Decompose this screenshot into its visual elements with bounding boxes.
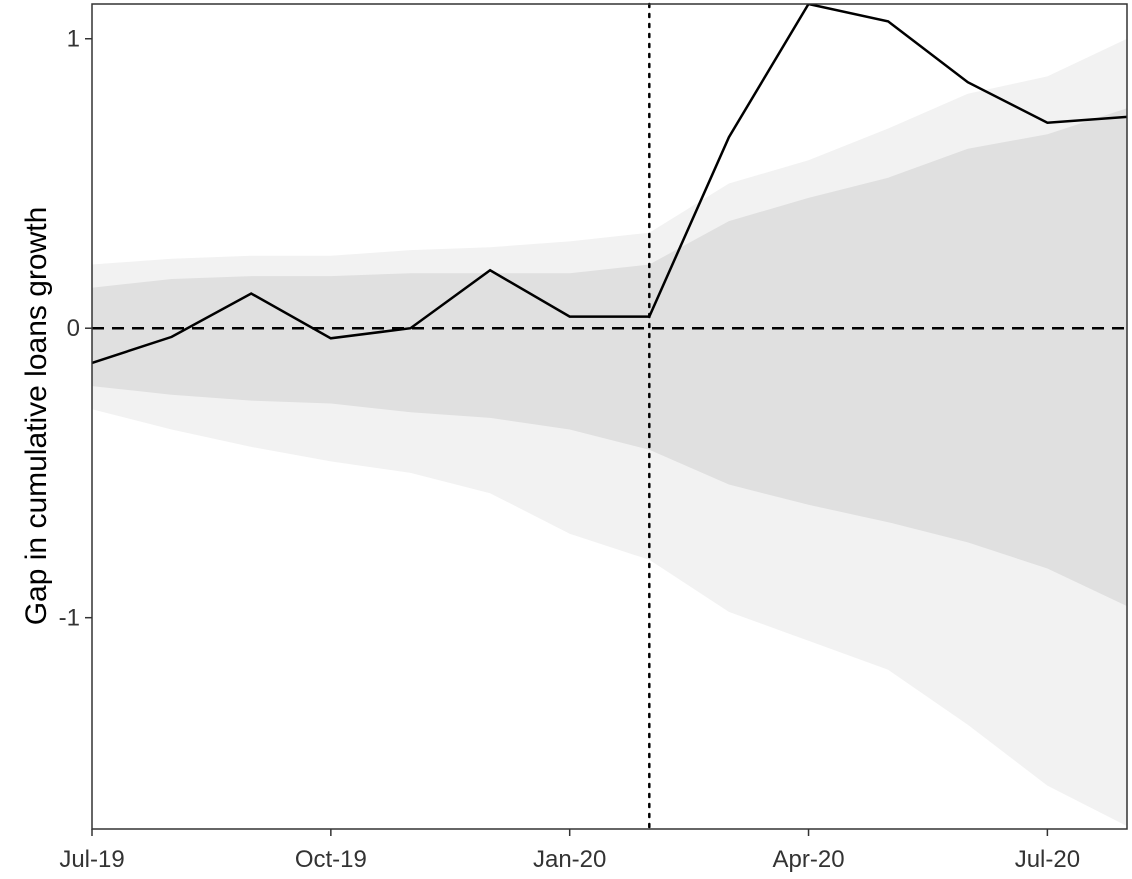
panel-border xyxy=(91,3,1128,830)
reference-lines xyxy=(92,2,1127,831)
series-line-1 xyxy=(92,4,1127,365)
axes: 1 0 -1 Jul-19 Oct-19 Jan-20 Apr-20 Jul-20 xyxy=(59,3,1128,873)
x-tick-label: Oct-19 xyxy=(295,846,367,873)
y-axis-title: Gap in cumulative loans growth xyxy=(20,207,53,626)
y-tick-label: 0 xyxy=(67,315,80,342)
y-tick-label: 1 xyxy=(67,26,80,53)
y-tick-label: -1 xyxy=(59,605,80,632)
confidence-bands xyxy=(92,38,1127,827)
band-inner xyxy=(92,108,1127,607)
x-tick-label: Apr-20 xyxy=(773,846,845,873)
series-lines xyxy=(92,4,1127,365)
x-tick-label: Jan-20 xyxy=(533,846,606,873)
x-tick-label: Jul-20 xyxy=(1015,846,1080,873)
x-tick-label: Jul-19 xyxy=(59,846,124,873)
